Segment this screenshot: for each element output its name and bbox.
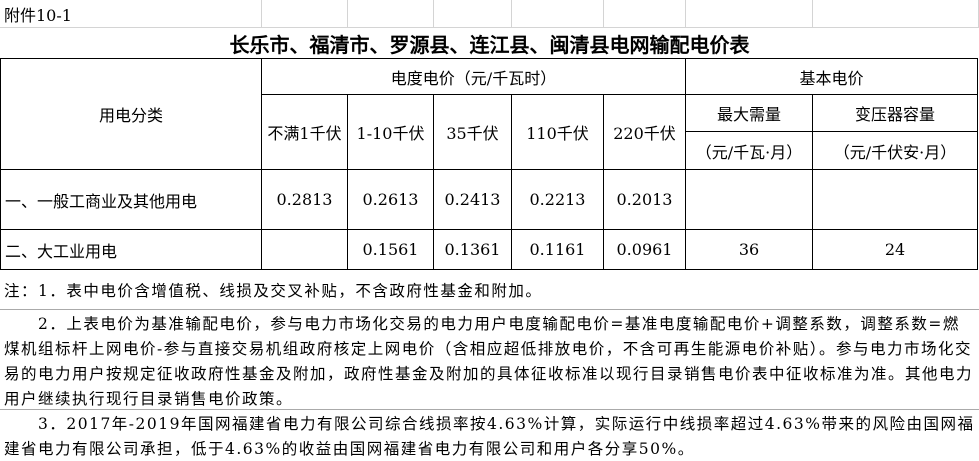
price-cell: 0.1561 xyxy=(347,229,434,270)
page-title: 长乐市、福清市、罗源县、连江县、闽清县电网输配电价表 xyxy=(229,33,750,57)
attachment-label: 附件10-1 xyxy=(0,0,262,28)
price-cell: 0.1361 xyxy=(433,229,512,270)
price-cell: 0.2013 xyxy=(603,169,686,230)
header-voltage: 不满1千伏 xyxy=(261,94,348,170)
row-category: 一、一般工商业及其他用电 xyxy=(0,169,262,230)
empty-cell xyxy=(813,0,979,28)
max-demand-cell: 36 xyxy=(685,229,813,270)
empty-cell xyxy=(348,0,434,28)
transformer-cell: 24 xyxy=(812,229,978,270)
row-category: 二、大工业用电 xyxy=(0,229,262,270)
header-transformer: 变压器容量 xyxy=(812,94,978,132)
empty-cell xyxy=(604,0,686,28)
empty-cell xyxy=(512,0,604,28)
price-cell: 0.2213 xyxy=(511,169,604,230)
price-cell xyxy=(261,229,348,270)
empty-cell xyxy=(686,0,813,28)
header-max-demand-unit: （元/千瓦·月） xyxy=(685,131,813,170)
header-max-demand: 最大需量 xyxy=(685,94,813,132)
header-transformer-unit: （元/千伏安·月） xyxy=(812,131,978,170)
header-voltage: 1-10千伏 xyxy=(347,94,434,170)
price-cell: 0.2413 xyxy=(433,169,512,230)
price-cell: 0.2613 xyxy=(347,169,434,230)
price-cell: 0.2813 xyxy=(261,169,348,230)
header-energy-price: 电度电价（元/千瓦时） xyxy=(261,58,686,95)
header-voltage: 220千伏 xyxy=(603,94,686,170)
note-1: 注：1．表中电价含增值税、线损及交叉补贴，不含政府性基金和附加。 xyxy=(0,272,979,310)
max-demand-cell xyxy=(685,169,813,230)
price-cell: 0.0961 xyxy=(603,229,686,270)
empty-cell xyxy=(262,0,348,28)
note-2: 2．上表电价为基准输配电价，参与电力市场化交易的电力用户电度输配电价=基准电度输… xyxy=(0,310,979,410)
empty-cell xyxy=(434,0,512,28)
header-voltage: 110千伏 xyxy=(511,94,604,170)
header-category: 用电分类 xyxy=(0,58,262,170)
header-basic-price: 基本电价 xyxy=(685,58,978,95)
header-voltage: 35千伏 xyxy=(433,94,512,170)
price-cell: 0.1161 xyxy=(511,229,604,270)
note-3: 3．2017年-2019年国网福建省电力有限公司综合线损率按4.63%计算，实际… xyxy=(4,415,975,458)
transformer-cell xyxy=(812,169,978,230)
